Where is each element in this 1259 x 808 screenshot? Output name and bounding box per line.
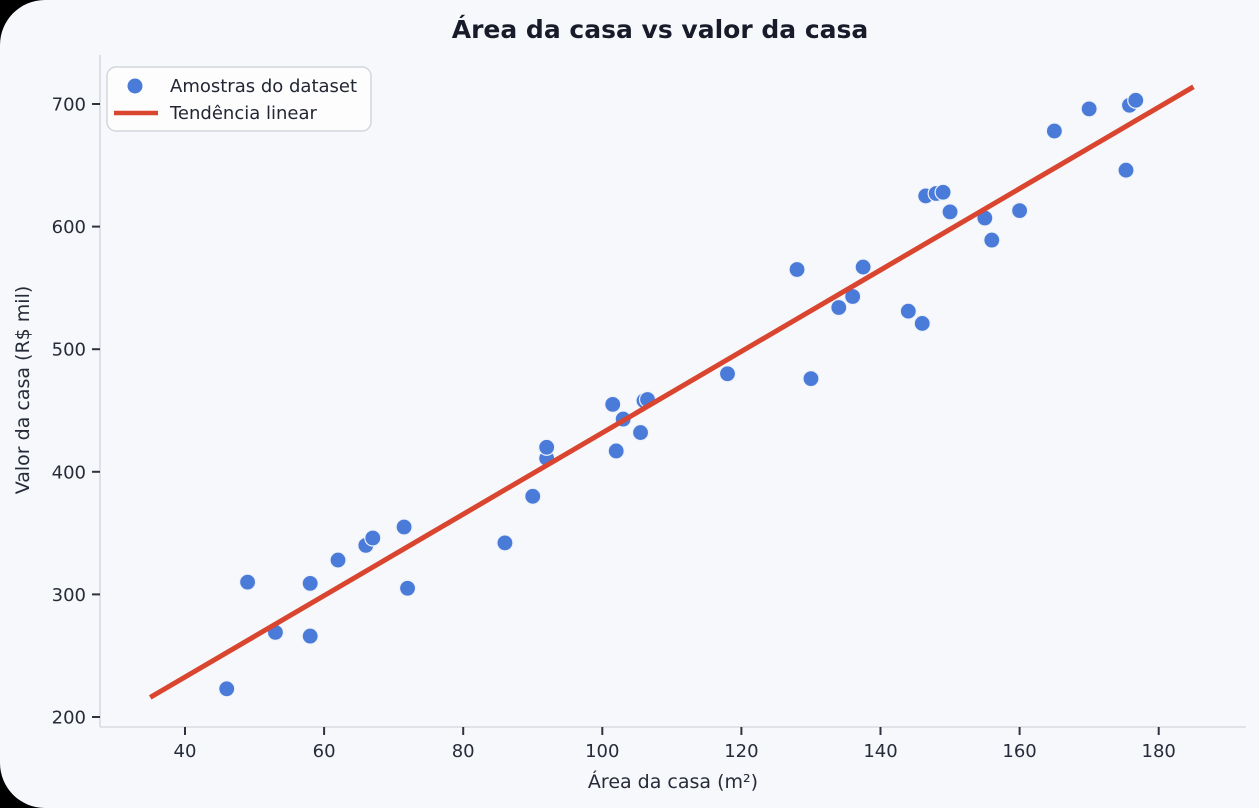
legend-dot-marker <box>127 78 143 94</box>
y-tick-label: 600 <box>52 217 86 238</box>
scatter-point <box>934 183 952 201</box>
scatter-point <box>854 258 872 276</box>
x-axis-label: Área da casa (m²) <box>588 770 758 793</box>
scatter-point <box>329 551 347 569</box>
scatter-point <box>496 534 514 552</box>
legend-label-trend: Tendência linear <box>169 103 317 124</box>
scatter-point <box>398 579 417 597</box>
legend-box <box>106 66 372 132</box>
scatter-point <box>607 442 625 460</box>
y-tick-label: 500 <box>52 340 86 361</box>
y-tick-label: 400 <box>52 462 86 483</box>
legend: Amostras do dataset Tendência linear <box>106 66 372 132</box>
chart-title: Área da casa vs valor da casa <box>452 15 869 44</box>
scatter-point <box>1117 161 1135 179</box>
scatter-point <box>524 487 542 505</box>
x-tick-label: 140 <box>863 741 897 762</box>
scatter-point <box>802 370 820 388</box>
scatter-point <box>301 574 319 592</box>
x-tick-label: 100 <box>585 741 619 762</box>
x-tick-label: 160 <box>1002 741 1036 762</box>
x-tick-label: 60 <box>313 741 336 762</box>
x-tick-label: 180 <box>1142 741 1176 762</box>
scatter-point <box>218 680 236 698</box>
scatter-point <box>899 302 917 320</box>
scatter-point <box>1127 91 1145 109</box>
scatter-point <box>788 260 806 279</box>
scatter-point <box>718 365 737 383</box>
scatter-point <box>538 438 556 456</box>
scatter-point <box>238 573 257 591</box>
scatter-point <box>1010 202 1029 220</box>
x-tick-label: 80 <box>452 741 475 762</box>
scatter-point <box>983 231 1001 249</box>
scatter-point <box>395 518 413 536</box>
y-tick-label: 700 <box>52 95 86 116</box>
x-tick-label: 120 <box>724 741 758 762</box>
y-tick-label: 300 <box>52 585 86 606</box>
trend-line <box>148 84 1195 700</box>
x-tick-label: 40 <box>174 741 197 762</box>
scatter-point <box>301 627 319 645</box>
scatter-point <box>1080 100 1098 118</box>
y-axis-label: Valor da casa (R$ mil) <box>12 286 34 495</box>
scatter-point <box>1045 122 1063 140</box>
scatter-point <box>604 395 622 413</box>
plot-layer: 40 60 80 100 120 140 160 180 200 300 400 500 600 700 <box>52 55 1246 762</box>
y-tick-label: 200 <box>52 708 86 729</box>
legend-label-samples: Amostras do dataset <box>170 76 357 97</box>
scatter-point <box>941 203 959 221</box>
scatter-point <box>364 529 382 547</box>
scatter-point <box>830 298 848 317</box>
scatter-point <box>913 314 931 333</box>
scatter-point <box>631 423 650 442</box>
